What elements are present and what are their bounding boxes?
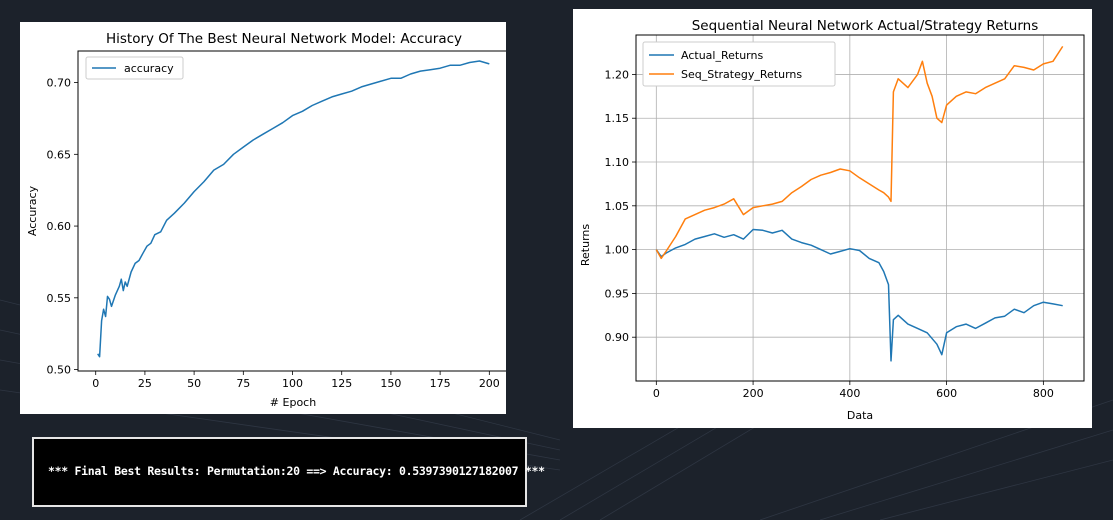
x-tick-label: 75 — [236, 377, 250, 390]
x-tick-label: 200 — [743, 387, 764, 400]
x-tick-label: 200 — [479, 377, 500, 390]
returns-chart-panel: Sequential Neural Network Actual/Strateg… — [573, 9, 1092, 428]
x-tick-label: 0 — [92, 377, 99, 390]
legend-label-actual-returns: Actual_Returns — [681, 49, 763, 62]
legend-box — [85, 56, 184, 80]
y-tick-label: 1.05 — [605, 200, 630, 213]
accuracy-chart-panel: History Of The Best Neural Network Model… — [20, 22, 506, 414]
chart-legend: accuracy — [85, 56, 184, 80]
y-tick-label: 1.20 — [605, 68, 630, 81]
returns-chart: Sequential Neural Network Actual/Strateg… — [579, 18, 1085, 422]
x-axis-label: # Epoch — [270, 396, 316, 409]
y-tick-label: 1.10 — [605, 156, 630, 169]
y-axis-label: Accuracy — [26, 185, 39, 236]
x-tick-label: 800 — [1033, 387, 1054, 400]
x-tick-label: 175 — [430, 377, 451, 390]
x-axis-label: Data — [847, 409, 873, 422]
result-console: *** Final Best Results: Permutation:20 =… — [32, 437, 545, 507]
y-tick-label: 0.55 — [47, 292, 72, 305]
y-tick-label: 0.70 — [47, 77, 72, 90]
x-tick-label: 150 — [380, 377, 401, 390]
y-axis-label: Returns — [579, 224, 592, 267]
plot-frame — [77, 50, 506, 372]
chart-legend: Actual_Returns Seq_Strategy_Returns — [642, 41, 836, 87]
series-line-accuracy — [97, 60, 490, 358]
legend-box — [642, 41, 836, 87]
y-tick-label: 0.60 — [47, 220, 72, 233]
y-tick-label: 1.15 — [605, 112, 630, 125]
x-tick-label: 400 — [839, 387, 860, 400]
legend-label-seq-strategy-returns: Seq_Strategy_Returns — [681, 68, 802, 81]
y-tick-label: 1.00 — [605, 244, 630, 257]
x-tick-label: 25 — [138, 377, 152, 390]
chart-title: Sequential Neural Network Actual/Strateg… — [692, 18, 1039, 34]
series-line-actual-returns — [655, 228, 1063, 362]
y-tick-label: 0.50 — [47, 364, 72, 377]
result-text: *** Final Best Results: Permutation:20 =… — [48, 464, 545, 478]
y-tick-label: 0.90 — [605, 331, 630, 344]
y-tick-label: 0.65 — [47, 148, 72, 161]
accuracy-chart: History Of The Best Neural Network Model… — [26, 31, 506, 409]
x-tick-label: 100 — [282, 377, 303, 390]
x-tick-label: 0 — [653, 387, 660, 400]
x-tick-label: 50 — [187, 377, 201, 390]
chart-title: History Of The Best Neural Network Model… — [106, 31, 462, 47]
plot-frame — [635, 34, 1085, 382]
y-tick-label: 0.95 — [605, 287, 630, 300]
series-line-seq-strategy-returns — [655, 45, 1064, 260]
x-tick-label: 125 — [331, 377, 352, 390]
x-tick-label: 600 — [936, 387, 957, 400]
legend-label-accuracy: accuracy — [124, 62, 174, 75]
